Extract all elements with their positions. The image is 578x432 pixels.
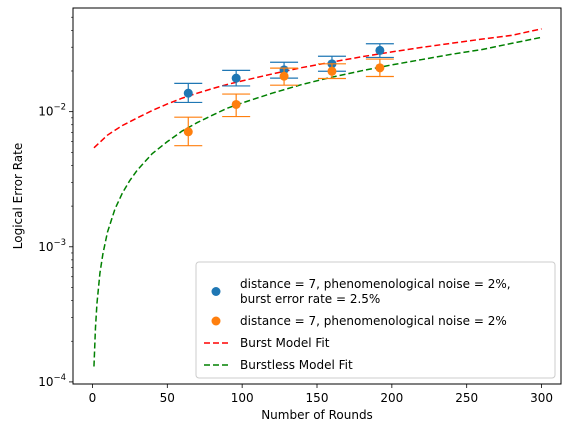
x-tick-label: 50 (160, 391, 175, 405)
data-point (375, 45, 385, 55)
legend-label: Burstless Model Fit (240, 358, 353, 372)
plot-area (93, 28, 542, 367)
y-tick-label: 10−2 (38, 103, 66, 119)
legend-marker (211, 287, 221, 296)
data-point (231, 99, 241, 109)
x-axis-title: Number of Rounds (261, 408, 373, 422)
axis-ticks: 0 50 100 150 200 250 300 10−4 10−3 10−2 (38, 16, 553, 405)
x-tick-label: 200 (380, 391, 403, 405)
data-point (183, 88, 193, 98)
data-point (375, 63, 385, 73)
legend-label: Burst Model Fit (240, 336, 330, 350)
legend-frame (195, 261, 556, 379)
legend-label: distance = 7, phenomenological noise = 2… (240, 277, 511, 291)
x-tick-label: 150 (306, 391, 329, 405)
plot-clip-group (93, 28, 542, 367)
x-tick-label: 100 (231, 391, 254, 405)
legend-label: burst error rate = 2.5% (240, 292, 380, 306)
data-point (327, 66, 337, 76)
y-tick-label: 10−3 (38, 238, 66, 254)
series-line (93, 36, 542, 367)
data-point (183, 127, 193, 137)
x-tick-label: 250 (455, 391, 478, 405)
y-axis-title: Logical Error Rate (11, 143, 25, 249)
series-line (93, 28, 542, 149)
legend-marker (211, 316, 221, 326)
y-tick-label: 10−4 (38, 373, 66, 389)
legend-label: distance = 7, phenomenological noise = 2… (240, 314, 507, 328)
data-point (279, 71, 289, 81)
x-tick-label: 0 (89, 391, 97, 405)
data-point (231, 73, 241, 83)
legend: distance = 7, phenomenological noise = 2… (195, 261, 556, 379)
x-tick-label: 300 (530, 391, 553, 405)
